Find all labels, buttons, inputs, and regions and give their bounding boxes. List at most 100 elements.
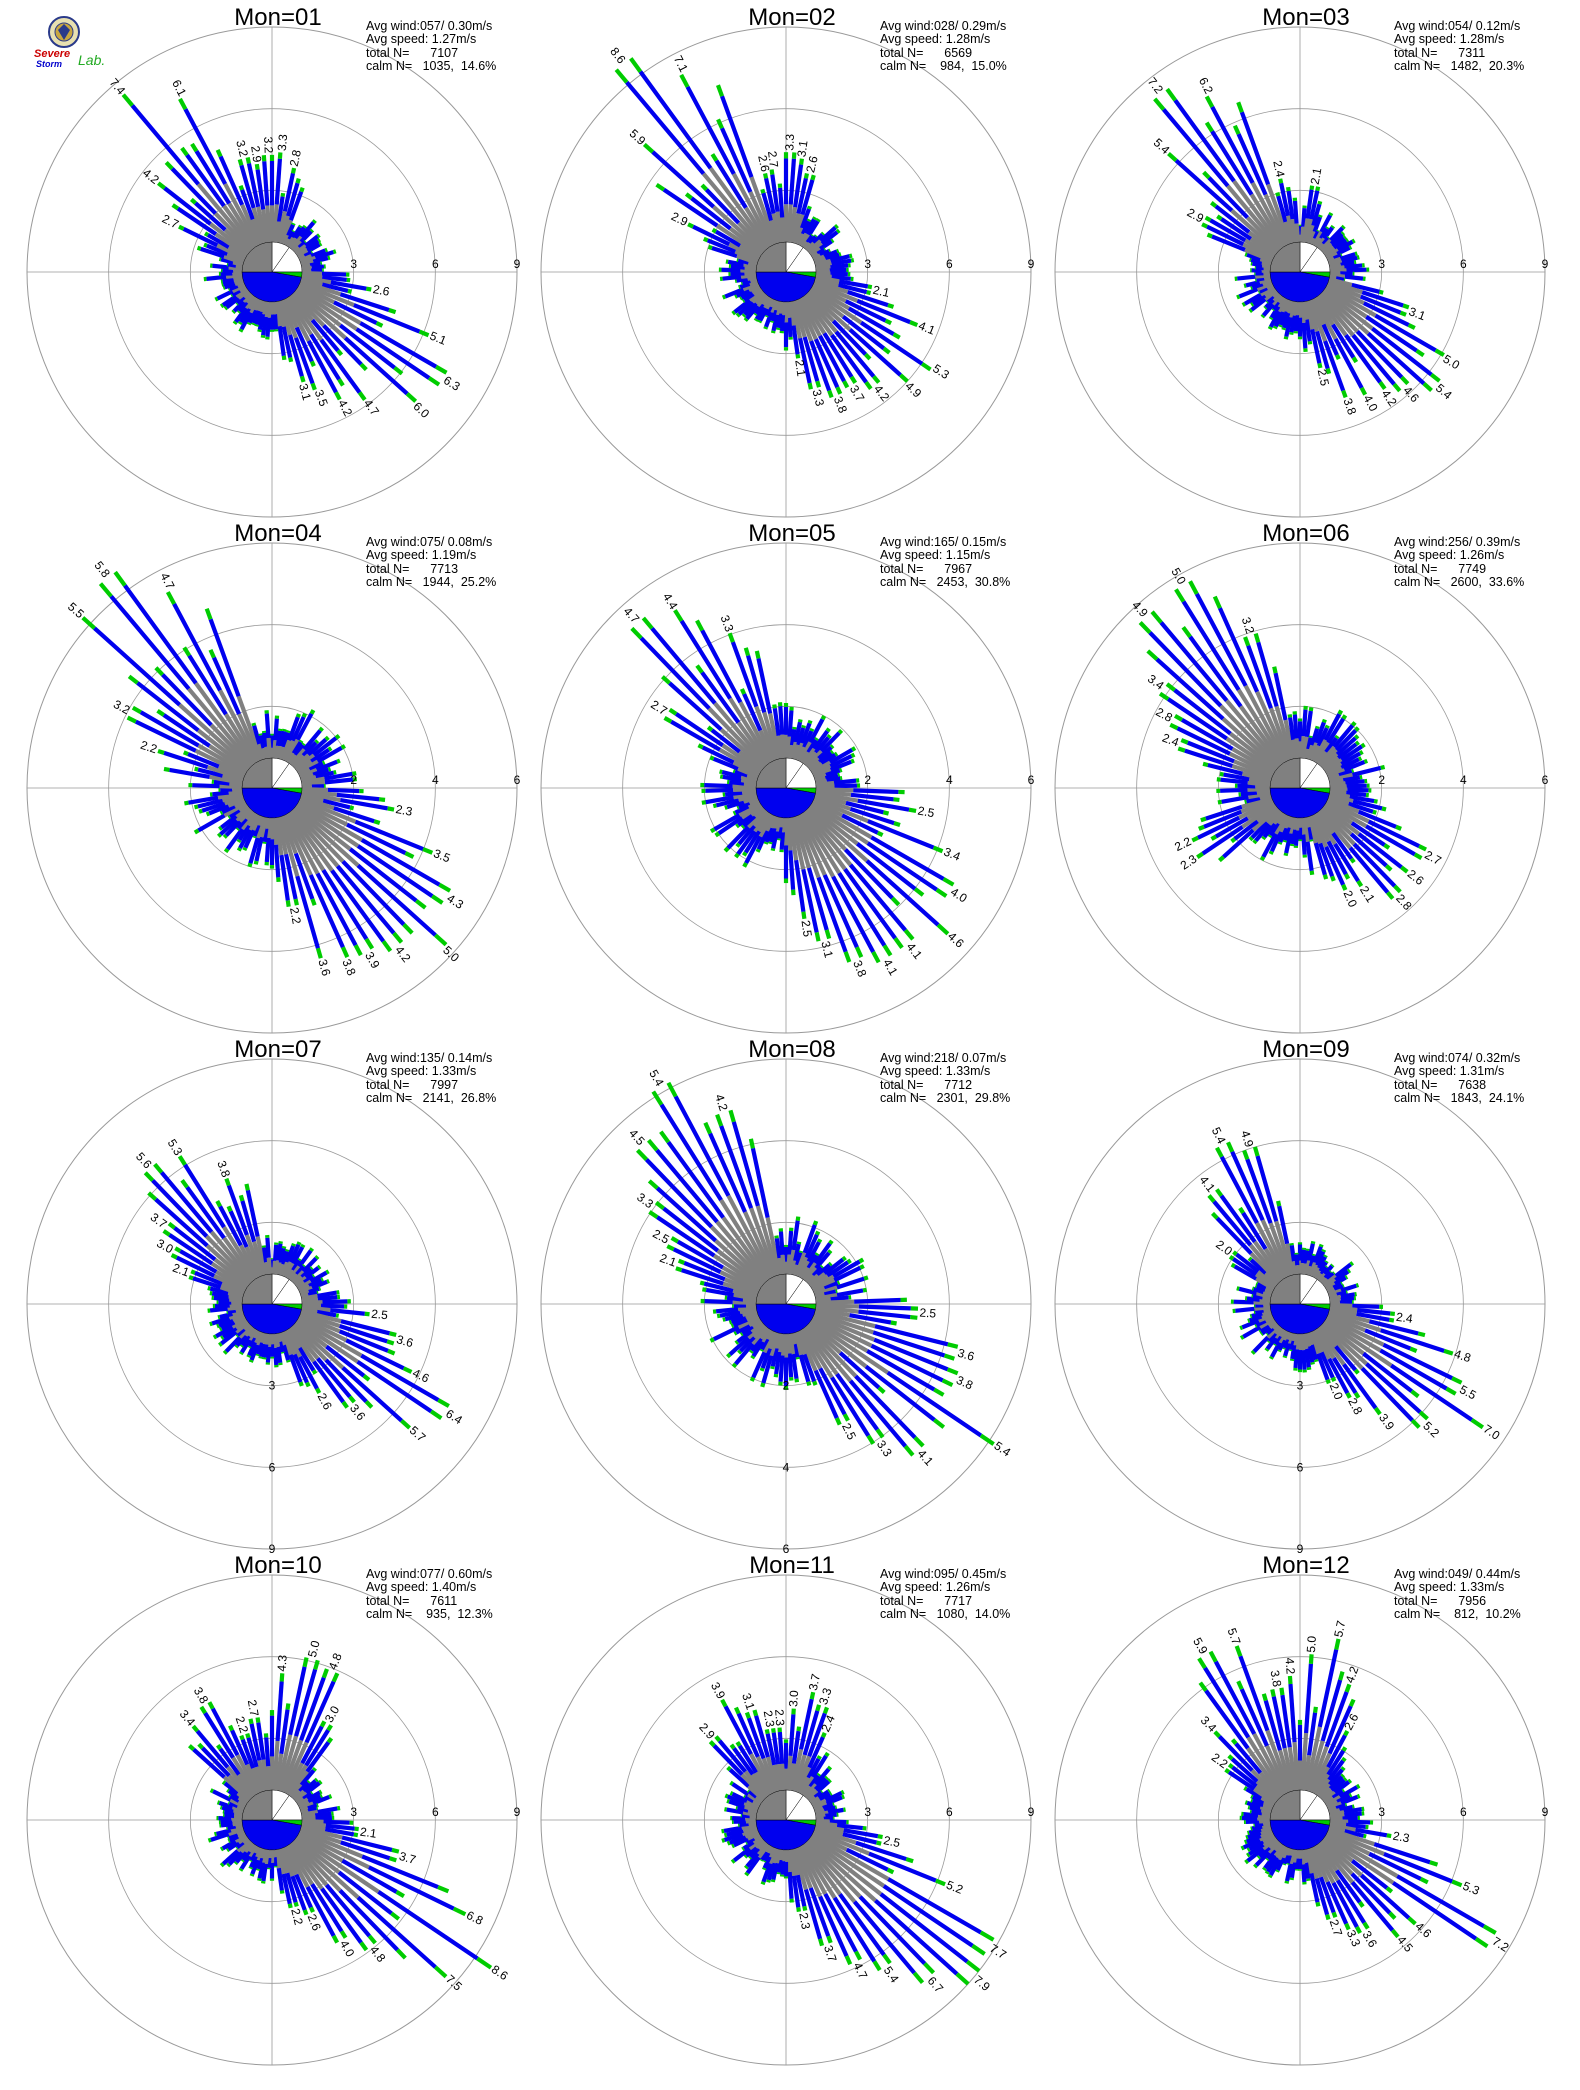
wind-bar-segment <box>296 1317 363 1358</box>
wind-bar-segment <box>288 357 294 363</box>
wind-bar-segment <box>278 1735 299 1792</box>
wind-bar-segment <box>1299 736 1306 759</box>
wind-bar-segment <box>1318 1261 1328 1273</box>
wind-bar-segment <box>625 80 706 176</box>
wind-bar-segment <box>301 1821 326 1828</box>
wind-bar-segment <box>400 1419 412 1430</box>
wind-bar-segment <box>1379 1348 1448 1391</box>
wind-bar-segment <box>810 233 815 238</box>
wind-bar-segment <box>762 1855 772 1869</box>
bar-value-label: 4.3 <box>444 891 466 912</box>
wind-bar-segment <box>1281 1846 1290 1859</box>
wind-bar-segment <box>310 1790 314 1796</box>
wind-bar-segment <box>1262 1866 1267 1872</box>
wind-bar-segment <box>1184 748 1233 769</box>
wind-bar-segment <box>807 382 813 390</box>
wind-bar-segment <box>979 1433 995 1446</box>
wind-bar-segment <box>1317 242 1326 251</box>
wind-bar-segment <box>798 297 822 337</box>
wind-bar-segment <box>310 898 317 906</box>
wind-bar-segment <box>1245 1158 1273 1224</box>
wind-bar-segment <box>749 1349 754 1354</box>
wind-bar-segment <box>1317 1325 1338 1348</box>
bar-value-label: 2.2 <box>288 1907 306 1927</box>
bar-value-label: 6.0 <box>410 399 432 421</box>
wind-bar-segment <box>832 1896 877 1963</box>
wind-bar-segment <box>812 764 832 777</box>
wind-bars <box>1197 1638 1497 1949</box>
wind-bar-segment <box>280 1261 290 1277</box>
bar-value-label: 6.8 <box>464 1908 485 1928</box>
wind-bar-segment <box>1255 276 1265 282</box>
wind-bar-segment <box>324 771 353 781</box>
wind-bar-segment <box>264 1737 271 1767</box>
wind-bar-segment <box>720 1698 728 1708</box>
wind-bar-segment <box>1333 842 1360 883</box>
bar-value-label: 3.6 <box>347 1401 369 1423</box>
wind-bar-segment <box>1321 1248 1327 1253</box>
wind-bar-segment <box>289 1273 299 1283</box>
wind-rose-svg: 4.95.03.23.42.82.42.22.3 2.72.62.82.12.02… <box>1054 542 1549 1034</box>
wind-bar-segment <box>298 254 306 261</box>
wind-bar-segment <box>1250 297 1267 312</box>
wind-bar-segment <box>795 1874 807 1907</box>
wind-bar-segment <box>806 806 869 863</box>
wind-bar-segment <box>388 1856 397 1863</box>
wind-bar-segment <box>435 364 448 375</box>
wind-bar-segment <box>324 1883 372 1938</box>
wind-bar-segment <box>299 1313 341 1334</box>
wind-bar-segment <box>812 283 847 304</box>
wind-bar-segment <box>257 313 266 331</box>
wind-bar-segment <box>890 896 901 907</box>
wind-bar-segment <box>785 817 793 851</box>
ring-tick-label: 6 <box>514 773 521 787</box>
wind-bar-segment <box>749 1753 774 1795</box>
wind-bar-segment <box>794 227 804 245</box>
wind-bar-segment <box>1306 1345 1315 1363</box>
wind-bar-segment <box>288 334 304 377</box>
wind-bar-segment <box>858 1309 911 1320</box>
wind-bar-segment <box>337 1870 393 1916</box>
wind-bar-segment <box>402 923 414 935</box>
wind-bar-segment <box>710 1225 767 1284</box>
wind-bar-segment <box>430 1409 443 1420</box>
wind-bar-segment <box>307 1803 318 1811</box>
wind-bar-segment <box>310 1883 344 1933</box>
wind-bar-segment <box>280 1331 293 1356</box>
wind-bar-segment <box>1310 1752 1332 1794</box>
wind-rose-svg: 5.84.75.53.22.22.33.54.35.04.23.93.83.62… <box>26 542 521 1034</box>
wind-bar-segment <box>1332 1271 1336 1276</box>
wind-bar-segment <box>673 609 684 622</box>
wind-bar-segment <box>257 1760 268 1792</box>
wind-bar-segment <box>1283 299 1292 313</box>
wind-bar-segment <box>291 716 306 742</box>
wind-bar-segment <box>838 252 842 257</box>
wind-bar-segment <box>792 816 811 869</box>
bar-value-label: 5.8 <box>92 558 114 580</box>
wind-bar-segment <box>813 797 869 824</box>
wind-bar-segment <box>841 1794 845 1800</box>
wind-bar-segment <box>809 1274 829 1289</box>
wind-bar-segment <box>1333 1284 1344 1292</box>
wind-bar-segment <box>820 753 837 766</box>
wind-bar-segment <box>1261 263 1271 269</box>
wind-bar-segment <box>801 241 810 249</box>
wind-bar-segment <box>296 1241 302 1246</box>
wind-bar-segment <box>1314 741 1331 764</box>
wind-bar-segment <box>734 249 759 263</box>
wind-bar-segment <box>1259 1297 1271 1303</box>
wind-bar-segment <box>224 713 258 764</box>
wind-bar-segment <box>286 1269 295 1280</box>
wind-bar-segment <box>868 1851 937 1883</box>
ring-tick-label: 9 <box>514 1805 521 1819</box>
wind-bar-segment <box>1327 1827 1375 1847</box>
wind-bar-segment <box>733 1836 749 1848</box>
wind-bar-segment <box>834 1417 842 1426</box>
wind-bar-segment <box>1288 717 1296 741</box>
wind-bar-segment <box>163 750 209 770</box>
wind-bar-segment <box>858 1895 927 1966</box>
stats-calm: calm N= 1482, 20.3% <box>1394 59 1525 74</box>
wind-bar-segment <box>223 182 260 247</box>
wind-bar-segment <box>296 249 309 259</box>
wind-bar-segment <box>1236 133 1268 196</box>
